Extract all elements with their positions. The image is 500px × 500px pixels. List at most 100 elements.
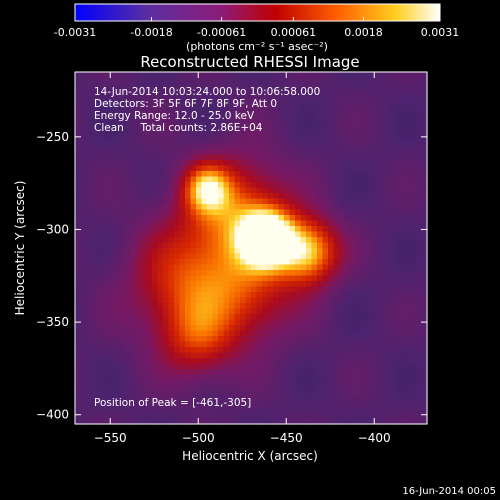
heatmap-cell [152, 138, 159, 145]
heatmap-cell [322, 413, 329, 420]
heatmap-cell [223, 215, 230, 222]
heatmap-cell [108, 132, 115, 139]
heatmap-cell [366, 281, 373, 288]
heatmap-cell [229, 402, 236, 409]
heatmap-cell [212, 226, 219, 233]
heatmap-cell [251, 187, 258, 194]
heatmap-cell [124, 110, 131, 117]
heatmap-cell [328, 347, 335, 354]
heatmap-cell [135, 116, 142, 123]
heatmap-cell [284, 270, 291, 277]
heatmap-cell [141, 286, 148, 293]
heatmap-cell [306, 220, 313, 227]
heatmap-cell [174, 248, 181, 255]
heatmap-cell [273, 275, 280, 282]
heatmap-cell [130, 380, 137, 387]
heatmap-cell [190, 237, 197, 244]
heatmap-cell [344, 220, 351, 227]
heatmap-cell [416, 231, 423, 238]
heatmap-cell [416, 127, 423, 134]
heatmap-cell [344, 83, 351, 90]
heatmap-cell [240, 105, 247, 112]
heatmap-cell [311, 198, 318, 205]
heatmap-cell [317, 127, 324, 134]
heatmap-cell [350, 83, 357, 90]
heatmap-cell [405, 314, 412, 321]
heatmap-cell [91, 226, 98, 233]
heatmap-cell [163, 127, 170, 134]
heatmap-cell [240, 303, 247, 310]
heatmap-cell [207, 248, 214, 255]
heatmap-cell [322, 105, 329, 112]
heatmap-cell [328, 325, 335, 332]
heatmap-cell [168, 358, 175, 365]
heatmap-cell [361, 402, 368, 409]
heatmap-cell [168, 182, 175, 189]
heatmap-cell [372, 165, 379, 172]
heatmap-cell [185, 99, 192, 106]
heatmap-cell [361, 242, 368, 249]
heatmap-cell [377, 314, 384, 321]
heatmap-cell [223, 330, 230, 337]
chart-title: Reconstructed RHESSI Image [140, 53, 359, 71]
heatmap-cell [185, 121, 192, 128]
heatmap-cell [256, 99, 263, 106]
heatmap-cell [421, 341, 428, 348]
heatmap-cell [410, 418, 417, 425]
heatmap-cell [240, 286, 247, 293]
heatmap-cell [97, 83, 104, 90]
heatmap-cell [416, 149, 423, 156]
heatmap-cell [196, 396, 203, 403]
heatmap-cell [91, 88, 98, 95]
heatmap-cell [91, 121, 98, 128]
heatmap-cell [399, 374, 406, 381]
heatmap-cell [212, 193, 219, 200]
heatmap-cell [322, 297, 329, 304]
heatmap-cell [240, 418, 247, 425]
heatmap-cell [207, 314, 214, 321]
heatmap-cell [306, 237, 313, 244]
heatmap-cell [223, 226, 230, 233]
heatmap-cell [410, 154, 417, 161]
heatmap-cell [190, 248, 197, 255]
heatmap-cell [355, 270, 362, 277]
heatmap-cell [245, 402, 252, 409]
heatmap-cell [295, 138, 302, 145]
heatmap-cell [223, 99, 230, 106]
heatmap-cell [372, 303, 379, 310]
heatmap-cell [333, 83, 340, 90]
heatmap-cell [223, 143, 230, 150]
heatmap-cell [300, 264, 307, 271]
heatmap-cell [262, 264, 269, 271]
heatmap-cell [377, 391, 384, 398]
heatmap-cell [196, 352, 203, 359]
heatmap-cell [163, 418, 170, 425]
heatmap-cell [146, 385, 153, 392]
heatmap-cell [124, 154, 131, 161]
heatmap-cell [91, 341, 98, 348]
heatmap-cell [405, 391, 412, 398]
heatmap-cell [388, 314, 395, 321]
heatmap-cell [157, 336, 164, 343]
heatmap-cell [108, 154, 115, 161]
heatmap-cell [421, 110, 428, 117]
heatmap-cell [212, 248, 219, 255]
heatmap-cell [311, 363, 318, 370]
heatmap-cell [113, 275, 120, 282]
heatmap-cell [377, 380, 384, 387]
heatmap-cell [163, 198, 170, 205]
heatmap-cell [333, 418, 340, 425]
heatmap-cell [207, 352, 214, 359]
heatmap-cell [399, 248, 406, 255]
heatmap-cell [317, 358, 324, 365]
heatmap-cell [229, 127, 236, 134]
heatmap-cell [273, 193, 280, 200]
heatmap-cell [146, 275, 153, 282]
heatmap-cell [317, 259, 324, 266]
heatmap-cell [185, 248, 192, 255]
heatmap-cell [240, 264, 247, 271]
heatmap-cell [113, 325, 120, 332]
heatmap-cell [256, 347, 263, 354]
heatmap-cell [91, 110, 98, 117]
heatmap-cell [278, 275, 285, 282]
